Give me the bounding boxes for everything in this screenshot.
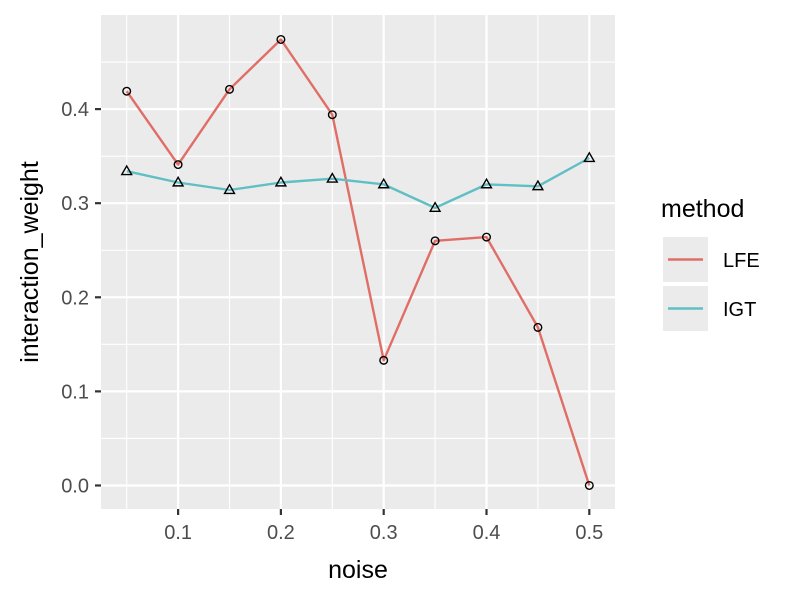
- x-tick-label: 0.2: [267, 522, 295, 544]
- data-point-igt: [120, 164, 133, 176]
- legend-label-igt: IGT: [723, 299, 756, 321]
- data-point-igt: [223, 183, 236, 195]
- y-tick-label: 0.4: [61, 99, 89, 121]
- data-point-igt: [274, 175, 288, 187]
- y-tick-label: 0.1: [61, 381, 89, 403]
- legend: method LFE IGT: [661, 195, 760, 331]
- x-axis-title: noise: [328, 556, 388, 584]
- y-axis-ticks: 0.0 0.1 0.2 0.3 0.4: [61, 99, 101, 497]
- data-point-lfe: [379, 355, 389, 365]
- series-line-igt: [126, 156, 590, 210]
- data-point-lfe: [482, 232, 492, 242]
- minor-gridlines: [101, 15, 615, 509]
- data-point-igt: [583, 151, 596, 163]
- data-point-lfe: [276, 34, 286, 44]
- y-tick-label: 0.2: [61, 287, 89, 309]
- plot-panel: [101, 15, 615, 509]
- x-tick-label: 0.3: [370, 522, 398, 544]
- series-line-lfe: [125, 38, 591, 486]
- data-point-igt: [171, 175, 185, 187]
- data-point-igt: [531, 179, 545, 191]
- series-points: [120, 34, 596, 490]
- x-tick-label: 0.4: [473, 522, 501, 544]
- series-lines: [125, 38, 591, 486]
- legend-item-lfe: LFE: [663, 237, 760, 282]
- data-point-igt: [480, 177, 493, 189]
- legend-label-lfe: LFE: [723, 250, 760, 272]
- data-point-lfe: [173, 160, 183, 170]
- legend-item-igt: IGT: [663, 286, 756, 331]
- data-point-lfe: [122, 86, 132, 96]
- data-point-lfe: [430, 236, 440, 246]
- x-tick-label: 0.5: [575, 522, 603, 544]
- data-point-igt: [326, 172, 339, 183]
- data-point-lfe: [584, 480, 594, 490]
- y-axis-title: interaction_weight: [16, 161, 44, 363]
- major-gridlines: [101, 15, 615, 509]
- x-tick-label: 0.1: [164, 522, 192, 544]
- y-tick-label: 0.3: [61, 193, 89, 215]
- x-axis-ticks: 0.1 0.2 0.3 0.4 0.5: [164, 509, 603, 544]
- y-tick-label: 0.0: [61, 475, 89, 497]
- data-point-lfe: [327, 110, 337, 120]
- data-point-lfe: [533, 322, 543, 332]
- data-point-igt: [428, 201, 442, 212]
- data-point-lfe: [224, 84, 234, 94]
- data-point-igt: [377, 177, 390, 189]
- legend-title: method: [661, 195, 744, 223]
